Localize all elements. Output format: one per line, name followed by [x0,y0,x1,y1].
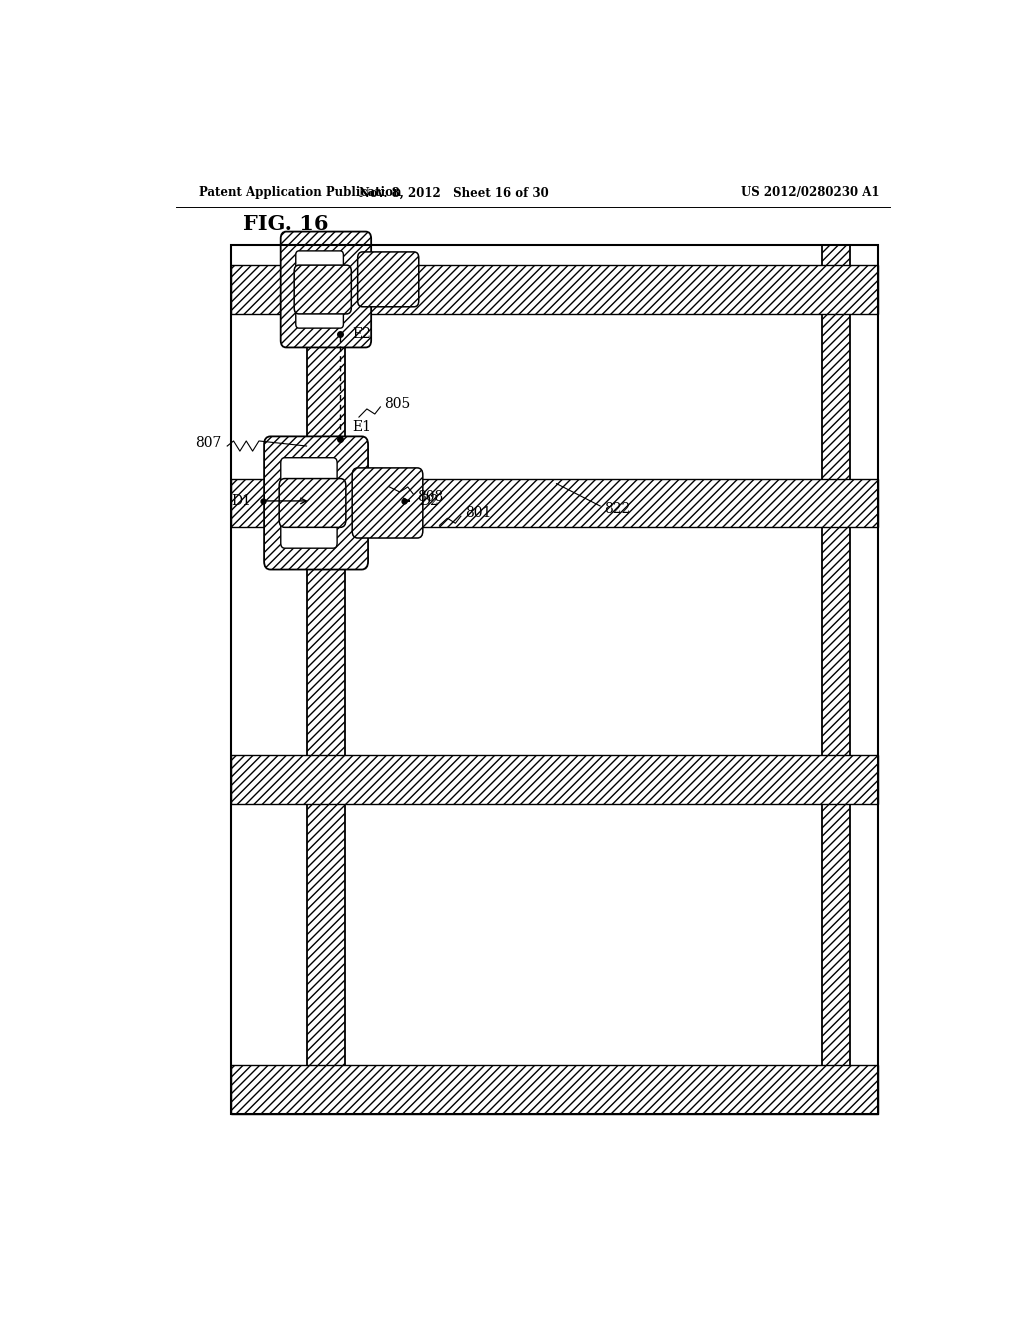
Bar [231,1065,878,1114]
Text: D1: D1 [231,494,251,508]
Bar [345,314,822,479]
Bar [231,755,878,804]
FancyBboxPatch shape [264,437,368,569]
FancyBboxPatch shape [281,231,371,347]
Bar [345,528,822,755]
FancyBboxPatch shape [280,479,346,528]
Text: D2: D2 [420,494,439,508]
Text: 807: 807 [196,436,222,450]
Text: 805: 805 [384,397,411,411]
Text: Nov. 8, 2012   Sheet 16 of 30: Nov. 8, 2012 Sheet 16 of 30 [358,186,548,199]
Bar [345,244,822,265]
Text: FIG. 16: FIG. 16 [243,214,329,235]
Bar [231,479,878,528]
Text: 801: 801 [465,506,492,520]
Text: 822: 822 [604,502,631,516]
FancyBboxPatch shape [296,251,343,329]
Bar [345,804,822,1065]
FancyBboxPatch shape [281,458,337,548]
Bar [231,265,878,314]
FancyBboxPatch shape [352,467,423,539]
Bar [306,244,345,1114]
Text: E2: E2 [352,327,371,342]
Bar [231,244,878,1114]
FancyBboxPatch shape [294,265,351,314]
Text: E1: E1 [352,420,371,434]
FancyBboxPatch shape [357,252,419,306]
Bar [822,244,850,1114]
Text: Patent Application Publication: Patent Application Publication [200,186,402,199]
Text: 808: 808 [417,490,443,504]
Text: US 2012/0280230 A1: US 2012/0280230 A1 [741,186,880,199]
